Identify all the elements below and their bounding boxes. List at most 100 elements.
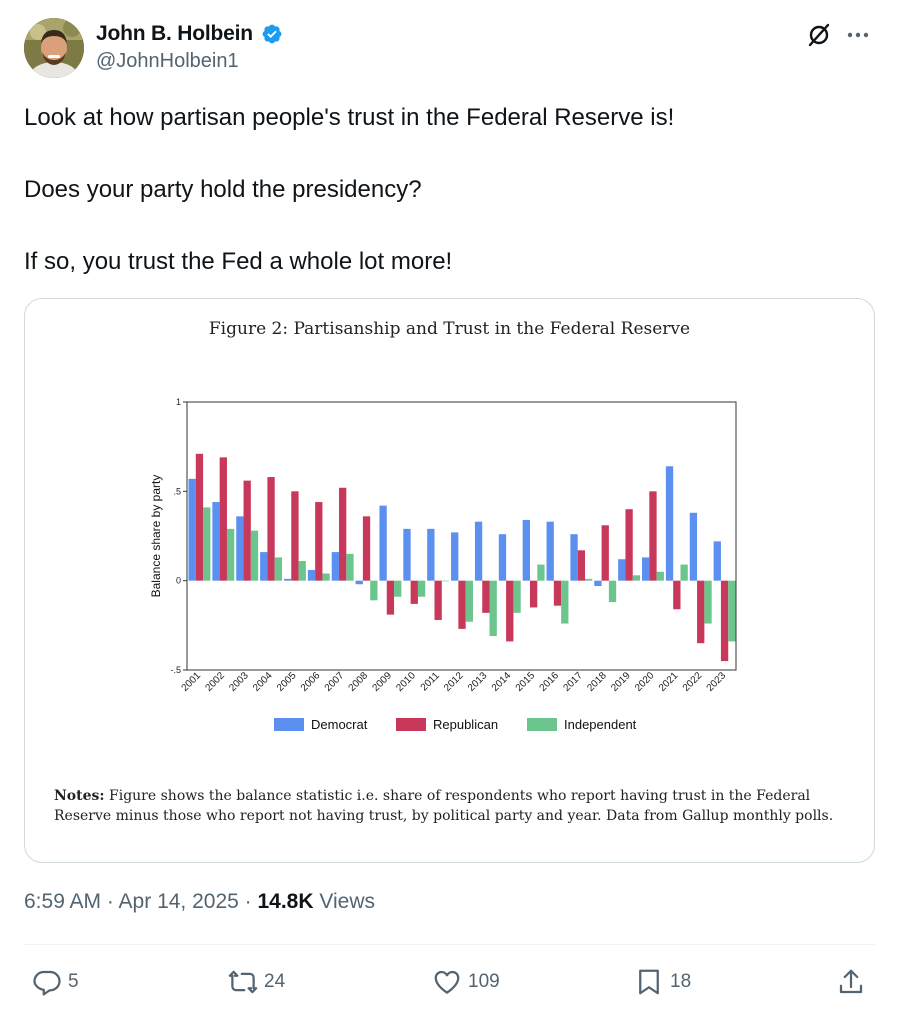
bar-independent-2013 xyxy=(489,580,497,637)
bar-independent-2014 xyxy=(513,580,521,613)
action-bar: 5 24 109 18 xyxy=(24,962,875,1002)
bar-democrat-2012 xyxy=(451,532,459,581)
display-name[interactable]: John B. Holbein xyxy=(96,22,253,45)
bar-democrat-2006 xyxy=(307,569,316,581)
bar-democrat-2001 xyxy=(188,478,196,581)
reply-icon xyxy=(33,970,61,996)
x-tick-label: 2002 xyxy=(203,670,227,694)
bar-independent-2015 xyxy=(537,564,545,581)
bar-democrat-2022 xyxy=(689,512,698,581)
x-tick-label: 2009 xyxy=(371,670,395,694)
y-tick-label: 0 xyxy=(176,576,181,586)
legend-label-democrat: Democrat xyxy=(311,717,368,732)
bar-independent-2018 xyxy=(608,580,617,603)
y-axis-label: Balance share by party xyxy=(149,475,163,598)
bar-republican-2020 xyxy=(649,491,657,581)
bar-democrat-2011 xyxy=(427,528,435,581)
bar-republican-2011 xyxy=(434,580,442,620)
avatar[interactable] xyxy=(24,18,84,78)
heart-icon xyxy=(434,970,460,994)
bar-democrat-2023 xyxy=(713,541,721,581)
bar-republican-2009 xyxy=(386,580,395,615)
legend-label-independent: Independent xyxy=(564,717,637,732)
bar-republican-2019 xyxy=(625,509,633,581)
x-tick-label: 2011 xyxy=(419,670,442,693)
bar-independent-2004 xyxy=(274,557,283,581)
bar-independent-2009 xyxy=(394,580,402,597)
bar-independent-2012 xyxy=(465,580,473,622)
bar-republican-2007 xyxy=(339,487,347,581)
x-tick-label: 2004 xyxy=(251,670,275,694)
bar-independent-2006 xyxy=(322,573,330,581)
x-tick-label: 2013 xyxy=(466,670,490,694)
x-tick-label: 2020 xyxy=(633,670,657,694)
bar-independent-2010 xyxy=(417,580,426,597)
repost-icon xyxy=(228,970,258,994)
views-label: Views xyxy=(313,890,376,913)
timestamp[interactable]: 6:59 AM · Apr 14, 2025 · xyxy=(24,890,258,913)
y-tick-label: 1 xyxy=(176,397,181,407)
repost-button[interactable]: 24 xyxy=(228,962,285,1002)
bar-independent-2019 xyxy=(632,575,641,581)
bar-republican-2005 xyxy=(291,491,299,581)
bar-democrat-2015 xyxy=(522,519,530,581)
x-tick-label: 2012 xyxy=(442,670,466,694)
bar-republican-2010 xyxy=(410,580,418,604)
bar-republican-2017 xyxy=(577,550,586,581)
x-tick-label: 2008 xyxy=(347,670,371,694)
figure-title: Figure 2: Partisanship and Trust in the … xyxy=(208,319,691,339)
share-icon xyxy=(839,969,863,994)
x-tick-label: 2001 xyxy=(180,670,204,694)
like-button[interactable]: 109 xyxy=(432,962,500,1002)
views-count: 14.8K xyxy=(257,890,314,913)
verified-badge-icon[interactable] xyxy=(261,23,283,45)
bar-independent-2021 xyxy=(680,564,688,581)
tweet-text: Look at how partisan people's trust in t… xyxy=(24,100,874,316)
x-tick-label: 2023 xyxy=(705,670,729,694)
figure-notes: Notes: Figure shows the balance statisti… xyxy=(54,786,844,826)
bookmark-icon xyxy=(639,969,659,995)
bar-democrat-2021 xyxy=(665,466,674,581)
bar-independent-2008 xyxy=(370,580,378,601)
share-button[interactable] xyxy=(836,962,872,1002)
bar-democrat-2002 xyxy=(212,502,220,581)
bar-democrat-2016 xyxy=(546,521,554,581)
y-tick-label: .5 xyxy=(173,486,181,496)
bar-republican-2016 xyxy=(553,580,562,606)
bar-republican-2002 xyxy=(219,457,227,581)
x-tick-label: 2014 xyxy=(490,670,514,694)
bar-independent-2002 xyxy=(226,528,235,581)
bar-republican-2018 xyxy=(601,525,609,581)
bar-democrat-2008 xyxy=(355,580,363,585)
divider xyxy=(24,944,875,945)
reply-button[interactable]: 5 xyxy=(32,962,79,1002)
bar-republican-2015 xyxy=(529,580,538,608)
repost-count: 24 xyxy=(264,971,286,992)
x-tick-label: 2018 xyxy=(585,670,609,694)
more-icon[interactable] xyxy=(844,22,872,48)
bar-independent-2007 xyxy=(346,553,354,581)
legend-swatch-republican xyxy=(396,718,426,731)
like-count: 109 xyxy=(468,971,500,992)
reply-count: 5 xyxy=(68,971,79,992)
bar-republican-2006 xyxy=(315,502,323,581)
x-tick-label: 2003 xyxy=(227,670,251,694)
handle[interactable]: @JohnHolbein1 xyxy=(96,50,239,72)
bar-republican-2001 xyxy=(195,453,204,581)
bar-republican-2013 xyxy=(482,580,490,613)
bar-independent-2005 xyxy=(298,561,306,581)
bar-democrat-2019 xyxy=(618,559,626,581)
grok-icon[interactable] xyxy=(806,22,832,48)
bookmark-count: 18 xyxy=(670,971,692,992)
bar-democrat-2014 xyxy=(498,534,507,581)
tweet-media-card[interactable]: Figure 2: Partisanship and Trust in the … xyxy=(24,298,875,863)
bar-independent-2001 xyxy=(203,507,211,581)
figure-notes-text: Figure shows the balance statistic i.e. … xyxy=(54,788,834,824)
bar-democrat-2013 xyxy=(474,521,483,581)
bar-democrat-2018 xyxy=(594,580,602,587)
bookmark-button[interactable]: 18 xyxy=(634,962,691,1002)
y-tick-label: -.5 xyxy=(170,665,181,675)
bar-republican-2022 xyxy=(697,580,705,644)
avatar-image xyxy=(24,18,84,78)
